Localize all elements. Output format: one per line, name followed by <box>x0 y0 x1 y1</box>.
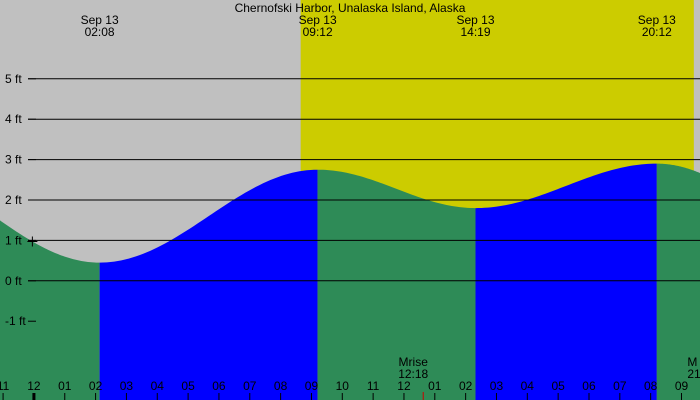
x-tick-label: 02 <box>459 379 473 393</box>
x-tick-label: 03 <box>120 379 134 393</box>
x-tick-label: 12 <box>397 379 411 393</box>
x-tick-label: 09 <box>305 379 319 393</box>
x-tick-label: 04 <box>521 379 535 393</box>
x-tick-label: 11 <box>367 379 380 393</box>
moon-event-name: M <box>687 355 697 369</box>
tide-date-label: Sep 13 <box>456 13 494 27</box>
tide-time-label: 09:12 <box>303 25 333 39</box>
labels: Chernofski Harbor, Unalaska Island, Alas… <box>81 1 700 400</box>
x-tick-label: 07 <box>243 379 257 393</box>
x-tick-label: 09 <box>675 379 689 393</box>
x-tick-label: 05 <box>551 379 565 393</box>
moon-event-name: Mrise <box>399 355 429 369</box>
falling-tide-segment <box>317 169 476 400</box>
tide-area <box>0 163 700 400</box>
y-tick-label: -1 ft <box>5 314 26 328</box>
x-tick-label: 11 <box>0 379 10 393</box>
y-tick-label: 2 ft <box>5 193 22 207</box>
x-tick-label: 02 <box>89 379 103 393</box>
x-tick-label: 12 <box>27 379 41 393</box>
x-tick-label: 06 <box>582 379 596 393</box>
y-tick-label: 5 ft <box>5 72 22 86</box>
rising-tide-segment <box>99 169 318 400</box>
x-tick-label: 05 <box>181 379 195 393</box>
falling-tide-segment <box>656 163 700 400</box>
tide-time-label: 02:08 <box>85 25 115 39</box>
x-tick-label: 03 <box>490 379 504 393</box>
chart-title: Chernofski Harbor, Unalaska Island, Alas… <box>235 1 466 15</box>
x-tick-label: 04 <box>151 379 165 393</box>
tide-time-label: 14:19 <box>460 25 490 39</box>
tide-date-label: Sep 13 <box>638 13 676 27</box>
x-tick-label: 01 <box>58 379 72 393</box>
y-tick-label: 1 ft <box>5 233 22 247</box>
y-tick-label: 4 ft <box>5 112 22 126</box>
y-grid: 5 ft 4 ft 3 ft 2 ft 1 ft 0 ft -1 ft <box>5 72 700 328</box>
tide-date-label: Sep 13 <box>81 13 119 27</box>
now-marker <box>27 236 38 247</box>
y-tick-label: 3 ft <box>5 153 22 167</box>
x-tick-label: 07 <box>613 379 627 393</box>
moon-event-time: 12:18 <box>398 367 428 381</box>
falling-tide-segment <box>0 220 100 400</box>
rising-tide-segment <box>475 163 657 400</box>
x-tick-label: 01 <box>428 379 442 393</box>
tide-time-label: 20:12 <box>642 25 672 39</box>
x-tick-label: 08 <box>274 379 288 393</box>
tide-date-label: Sep 13 <box>299 13 337 27</box>
x-tick-label: 08 <box>644 379 658 393</box>
x-tick-label: 10 <box>336 379 350 393</box>
moon-event-time: 21 <box>687 367 700 381</box>
y-tick-label: 0 ft <box>5 274 22 288</box>
x-axis: 11 12 01 02 03 04 05 06 07 08 09 10 11 12 01 02 03 04 05 06… <box>0 379 688 400</box>
x-tick-label: 06 <box>212 379 226 393</box>
